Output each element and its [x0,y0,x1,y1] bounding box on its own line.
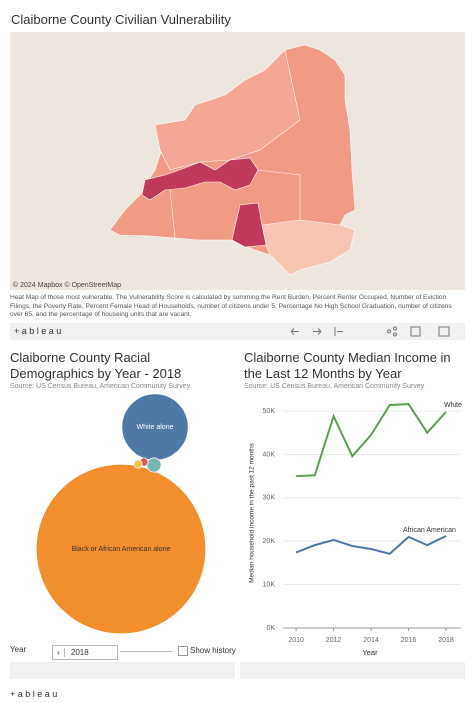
x-tick-label: 2018 [438,637,454,644]
y-tick-label: 50K [263,408,276,415]
racial-chart-source: Source: US Census Bureau, American Commu… [10,383,191,390]
income-chart-title: Claiborne County Median Income in the La… [244,350,451,381]
map: © 2024 Mapbox © OpenStreetMap [10,32,465,290]
toolbar [10,662,235,679]
income-chart-source: Source: US Census Bureau, American Commu… [244,383,425,390]
bubble-label: Black or African American alone [72,546,171,553]
x-tick-label: 2012 [326,637,342,644]
racial-chart-title: Claiborne County Racial Demographics by … [10,350,182,381]
tableau-logo[interactable]: + a b l e a u [14,326,62,336]
x-tick-label: 2016 [401,637,417,644]
line [296,403,447,478]
x-axis-label: Year [362,648,378,657]
tableau-logo[interactable]: + a b l e a u [10,689,58,699]
year-slider[interactable] [120,651,172,652]
toolbar-icons [290,326,450,337]
toolbar [240,662,465,679]
x-tick-label: 2014 [363,637,379,644]
x-tick-label: 2010 [288,637,304,644]
bubble [146,457,162,473]
year-label: Year [10,645,27,654]
year-select[interactable]: ‹ 2018 [52,645,118,660]
history-label: Show history [190,646,236,655]
history-checkbox[interactable] [178,646,188,656]
y-tick-label: 0K [266,625,275,632]
bubble-label: White alone [137,424,174,431]
y-tick-label: 40K [263,451,276,458]
line [295,535,447,555]
map-title: Claiborne County Civilian Vulnerability [11,12,231,27]
year-value: 2018 [70,648,89,657]
bubble [133,459,143,469]
y-axis-label: Median household income in the past 12 m… [249,442,256,583]
bubble [35,463,207,635]
toolbar: + a b l e a u [10,323,465,340]
series-label: African American [403,527,456,534]
y-tick-label: 20K [263,538,276,545]
y-tick-label: 10K [263,581,276,588]
map-attribution: © 2024 Mapbox © OpenStreetMap [13,281,121,289]
y-tick-label: 30K [263,495,276,502]
series-label: White [444,402,462,409]
charts: White alone Black or African American alo… [35,393,462,657]
map-description: Heat Map of those most vulnerable. The V… [10,294,452,319]
